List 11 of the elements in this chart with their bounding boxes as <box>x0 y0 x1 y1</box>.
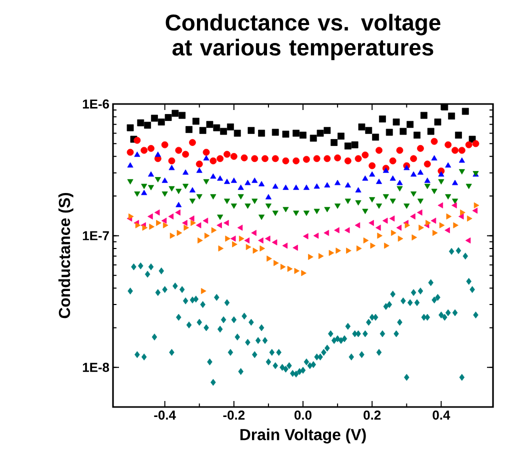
y-axis-title: Conductance (S) <box>58 193 74 318</box>
y-tick-label: 1E-8 <box>82 362 110 372</box>
x-tick-label: 0.2 <box>364 410 381 420</box>
x-axis-title: Drain Voltage (V) <box>240 428 366 444</box>
x-tick-label: 0.0 <box>294 410 312 420</box>
y-tick-label: 1E-6 <box>82 99 110 109</box>
x-tick-label: 0.4 <box>432 410 450 420</box>
x-tick-label: -0.2 <box>223 410 245 420</box>
chart-title: Conductance vs. voltage at various temperatures <box>166 14 440 60</box>
y-tick-label: 1E-7 <box>82 231 109 240</box>
x-tick-label: -0.4 <box>154 410 176 420</box>
